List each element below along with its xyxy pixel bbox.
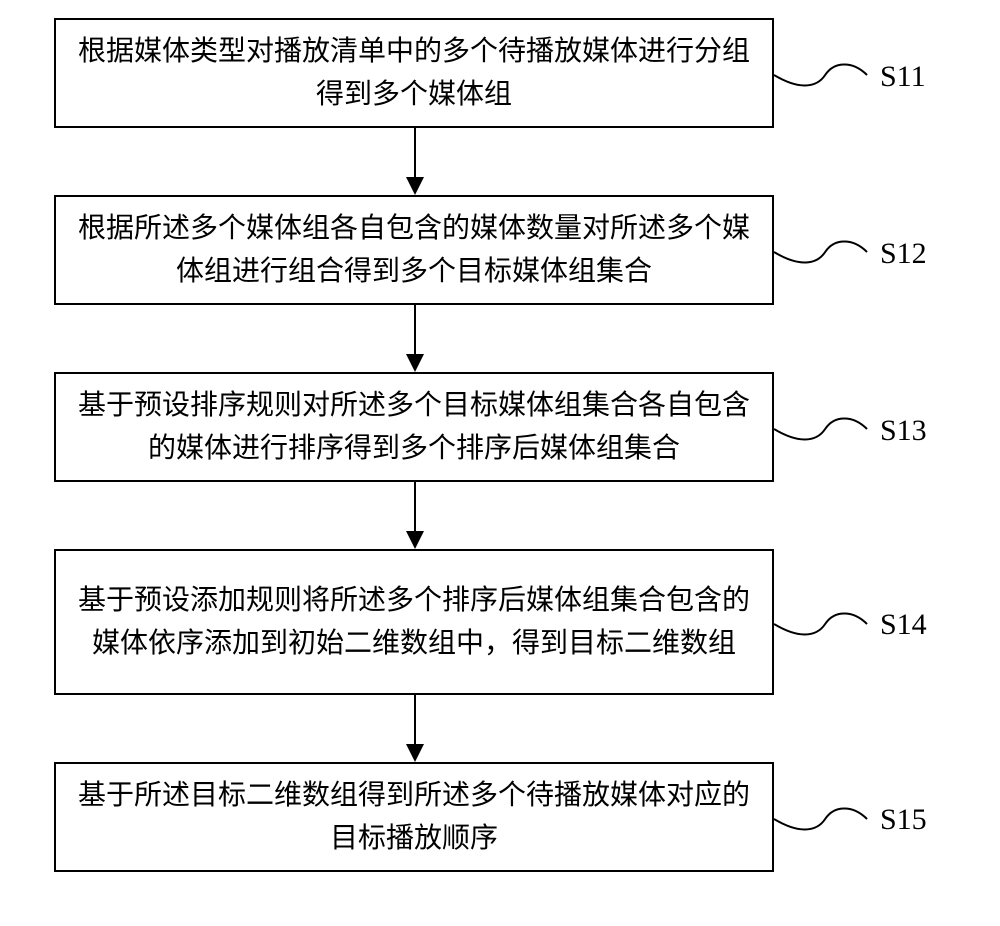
flowchart-step-s15: 基于所述目标二维数组得到所述多个待播放媒体对应的目标播放顺序 — [54, 762, 774, 872]
step-text: 根据媒体类型对播放清单中的多个待播放媒体进行分组得到多个媒体组 — [74, 30, 754, 117]
step-text: 根据所述多个媒体组各自包含的媒体数量对所述多个媒体组进行组合得到多个目标媒体组集… — [74, 207, 754, 294]
step-label-s13: S13 — [880, 414, 927, 448]
flow-arrow-3 — [414, 482, 416, 533]
flowchart-step-s11: 根据媒体类型对播放清单中的多个待播放媒体进行分组得到多个媒体组 — [54, 18, 774, 128]
flow-arrow-head-2 — [406, 354, 424, 372]
step-text: 基于预设排序规则对所述多个目标媒体组集合各自包含的媒体进行排序得到多个排序后媒体… — [74, 384, 754, 471]
step-connector-s11 — [774, 45, 871, 105]
step-label-s14: S14 — [880, 608, 927, 642]
flow-arrow-head-1 — [406, 177, 424, 195]
step-text: 基于预设添加规则将所述多个排序后媒体组集合包含的媒体依序添加到初始二维数组中，得… — [74, 579, 754, 666]
flow-arrow-head-3 — [406, 531, 424, 549]
step-connector-s15 — [774, 789, 871, 849]
step-label-s15: S15 — [880, 803, 927, 837]
step-connector-s12 — [774, 222, 871, 282]
step-connector-s13 — [774, 399, 871, 459]
step-label-s11: S11 — [880, 60, 926, 94]
flow-arrow-1 — [414, 128, 416, 179]
flowchart-step-s13: 基于预设排序规则对所述多个目标媒体组集合各自包含的媒体进行排序得到多个排序后媒体… — [54, 372, 774, 482]
flow-arrow-2 — [414, 305, 416, 356]
flowchart-step-s14: 基于预设添加规则将所述多个排序后媒体组集合包含的媒体依序添加到初始二维数组中，得… — [54, 549, 774, 695]
flow-arrow-head-4 — [406, 744, 424, 762]
step-connector-s14 — [774, 594, 871, 654]
flowchart-step-s12: 根据所述多个媒体组各自包含的媒体数量对所述多个媒体组进行组合得到多个目标媒体组集… — [54, 195, 774, 305]
step-text: 基于所述目标二维数组得到所述多个待播放媒体对应的目标播放顺序 — [74, 774, 754, 861]
flow-arrow-4 — [414, 695, 416, 746]
step-label-s12: S12 — [880, 237, 927, 271]
